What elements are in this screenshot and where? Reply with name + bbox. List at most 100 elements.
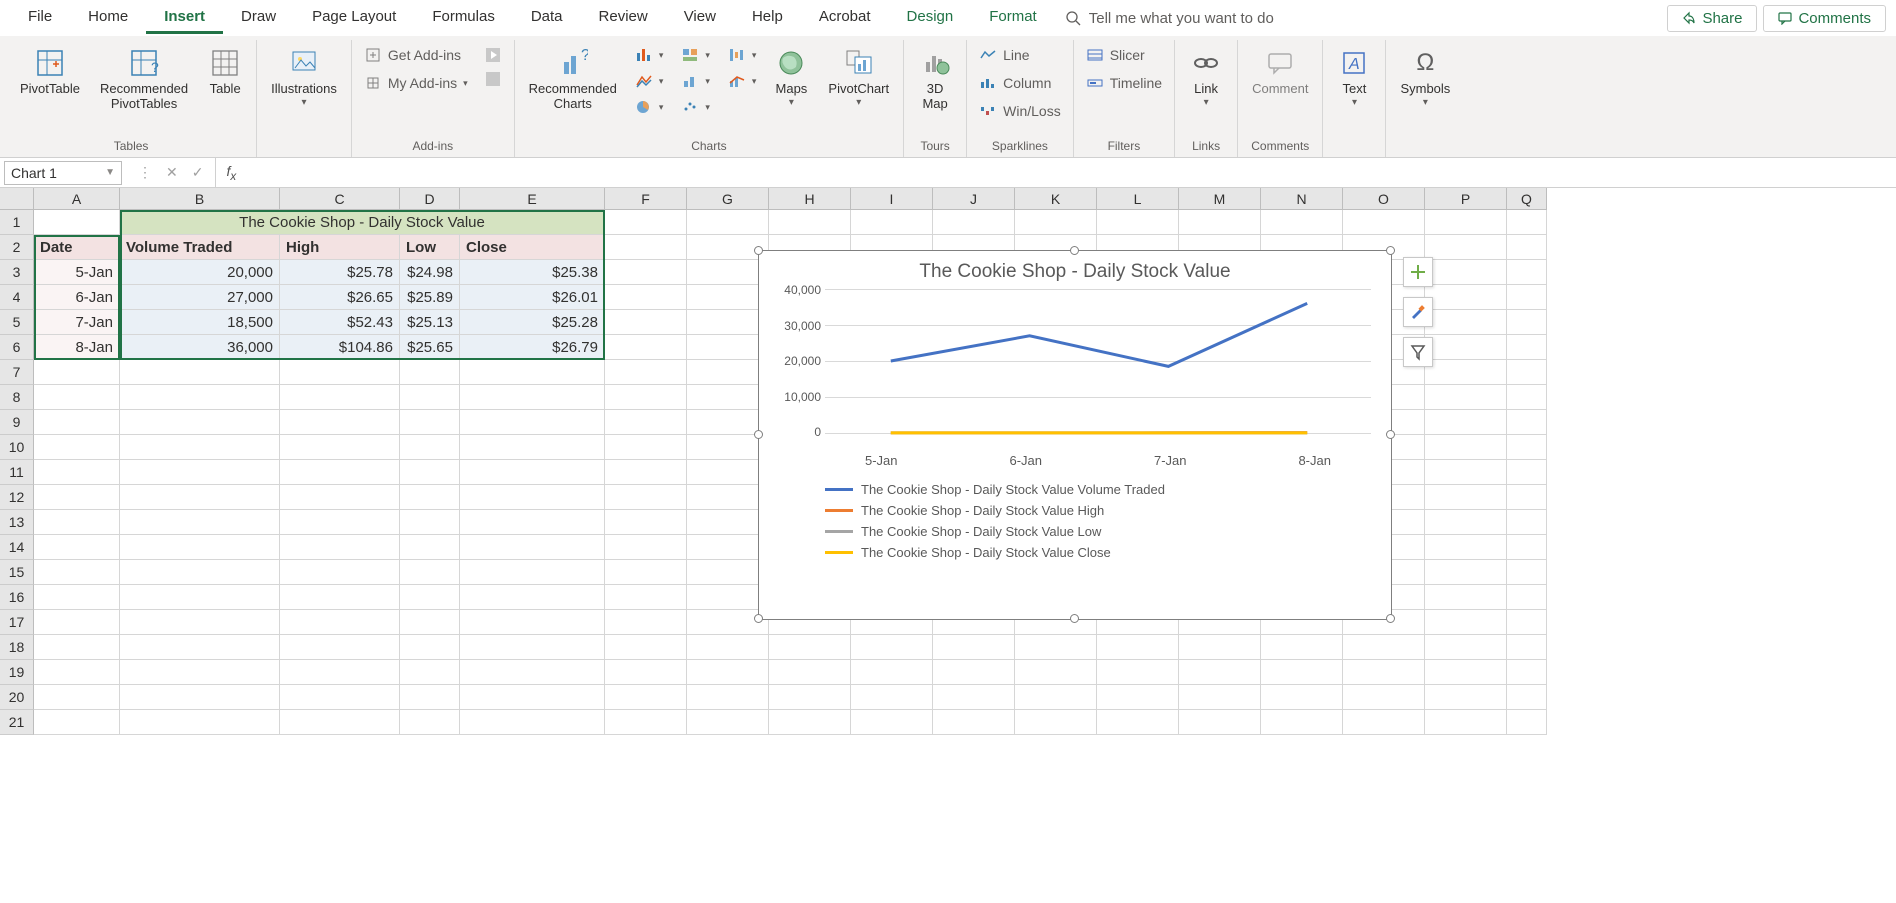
cell[interactable]: Low [400, 235, 460, 260]
my-addins-button[interactable]: My Add-ins ▾ [360, 72, 472, 94]
bing-maps-addin[interactable] [480, 44, 506, 66]
cell[interactable] [1425, 460, 1507, 485]
cell[interactable] [1507, 210, 1547, 235]
cell[interactable] [120, 485, 280, 510]
cell[interactable] [687, 485, 769, 510]
cell[interactable] [460, 535, 605, 560]
row-header[interactable]: 4 [0, 285, 34, 310]
cell[interactable]: $26.79 [460, 335, 605, 360]
chart-elements-button[interactable] [1403, 257, 1433, 287]
cell[interactable] [1015, 685, 1097, 710]
cell[interactable] [460, 635, 605, 660]
cell[interactable] [605, 535, 687, 560]
cell[interactable] [120, 710, 280, 735]
recommended-pivottables-button[interactable]: ? Recommended PivotTables [94, 44, 194, 114]
cell[interactable] [34, 485, 120, 510]
cell[interactable] [1097, 685, 1179, 710]
chevron-down-icon[interactable]: ▼ [105, 167, 115, 178]
cell[interactable] [1507, 285, 1547, 310]
cell[interactable] [460, 560, 605, 585]
recommended-charts-button[interactable]: ? Recommended Charts [523, 44, 623, 114]
cell[interactable]: 7-Jan [34, 310, 120, 335]
comments-button[interactable]: Comments [1763, 5, 1886, 32]
column-header[interactable]: A [34, 188, 120, 210]
cell[interactable] [460, 710, 605, 735]
cell[interactable] [933, 635, 1015, 660]
combo-chart-button[interactable]: ▾ [724, 70, 761, 92]
column-header[interactable]: H [769, 188, 851, 210]
cell[interactable] [605, 685, 687, 710]
ribbon-tab-draw[interactable]: Draw [223, 2, 294, 34]
cell[interactable] [605, 585, 687, 610]
cell[interactable]: $25.13 [400, 310, 460, 335]
cell[interactable] [280, 435, 400, 460]
row-header[interactable]: 16 [0, 585, 34, 610]
chart-resize-handle[interactable] [754, 614, 763, 623]
statistic-chart-button[interactable]: ▾ [677, 70, 714, 92]
cell[interactable] [280, 410, 400, 435]
cancel-formula-icon[interactable]: ✕ [166, 164, 178, 181]
cell[interactable] [1507, 560, 1547, 585]
cell[interactable] [1261, 210, 1343, 235]
scatter-chart-button[interactable]: ▾ [677, 96, 714, 118]
cell[interactable] [605, 285, 687, 310]
cell[interactable] [1507, 460, 1547, 485]
name-box[interactable]: Chart 1 ▼ [4, 161, 122, 185]
text-button[interactable]: A Text ▾ [1331, 44, 1377, 110]
cell[interactable] [851, 210, 933, 235]
column-header[interactable]: C [280, 188, 400, 210]
cell[interactable] [769, 710, 851, 735]
ribbon-tab-help[interactable]: Help [734, 2, 801, 34]
cell[interactable] [687, 510, 769, 535]
cell[interactable] [1507, 410, 1547, 435]
column-header[interactable]: E [460, 188, 605, 210]
cell[interactable] [280, 610, 400, 635]
column-header[interactable]: K [1015, 188, 1097, 210]
cell[interactable] [1425, 560, 1507, 585]
cell[interactable] [280, 360, 400, 385]
cell[interactable] [605, 460, 687, 485]
symbols-button[interactable]: Ω Symbols ▾ [1394, 44, 1456, 110]
formula-input[interactable] [246, 161, 1896, 185]
cell[interactable] [1015, 660, 1097, 685]
cell[interactable] [1425, 710, 1507, 735]
cell[interactable] [687, 360, 769, 385]
cell[interactable] [1425, 435, 1507, 460]
chart-resize-handle[interactable] [1386, 246, 1395, 255]
cell[interactable] [605, 210, 687, 235]
cell[interactable] [1425, 685, 1507, 710]
cell[interactable] [34, 635, 120, 660]
ribbon-tab-review[interactable]: Review [581, 2, 666, 34]
cell[interactable] [1261, 660, 1343, 685]
cell[interactable] [280, 510, 400, 535]
ribbon-tab-acrobat[interactable]: Acrobat [801, 2, 889, 34]
cell[interactable] [280, 485, 400, 510]
cell[interactable] [120, 435, 280, 460]
cell[interactable] [1097, 210, 1179, 235]
cell[interactable]: $26.01 [460, 285, 605, 310]
sparkline-column-button[interactable]: Column [975, 72, 1065, 94]
cell[interactable] [605, 335, 687, 360]
column-header[interactable]: F [605, 188, 687, 210]
cell[interactable]: $26.65 [280, 285, 400, 310]
line-chart-button[interactable]: ▾ [631, 70, 668, 92]
cell[interactable]: $24.98 [400, 260, 460, 285]
cell[interactable] [1507, 385, 1547, 410]
cell[interactable]: High [280, 235, 400, 260]
cell[interactable] [1425, 585, 1507, 610]
cell[interactable] [460, 385, 605, 410]
cell[interactable] [34, 510, 120, 535]
cell[interactable] [1507, 335, 1547, 360]
cell[interactable] [1507, 685, 1547, 710]
3d-map-button[interactable]: 3D Map [912, 44, 958, 114]
row-header[interactable]: 12 [0, 485, 34, 510]
cell[interactable] [400, 610, 460, 635]
cell[interactable]: 36,000 [120, 335, 280, 360]
cell[interactable] [1015, 635, 1097, 660]
get-addins-button[interactable]: Get Add-ins [360, 44, 472, 66]
cell[interactable] [120, 535, 280, 560]
cell[interactable] [1425, 335, 1507, 360]
chart-legend[interactable]: The Cookie Shop - Daily Stock Value Volu… [825, 482, 1371, 560]
cell[interactable] [460, 660, 605, 685]
cell[interactable] [1507, 535, 1547, 560]
